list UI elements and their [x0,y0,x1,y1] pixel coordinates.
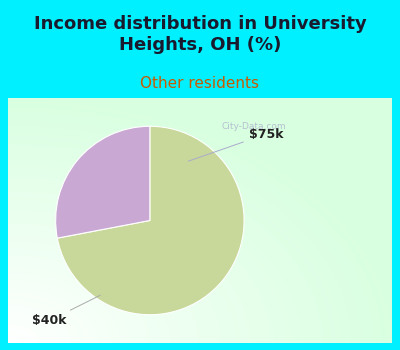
Text: City-Data.com: City-Data.com [222,121,286,131]
Wedge shape [57,126,244,315]
Text: $75k: $75k [188,128,283,161]
Text: $40k: $40k [32,295,100,327]
Text: Income distribution in University
Heights, OH (%): Income distribution in University Height… [34,15,366,54]
FancyBboxPatch shape [0,93,400,348]
Wedge shape [56,126,150,238]
Text: Other residents: Other residents [140,76,260,91]
